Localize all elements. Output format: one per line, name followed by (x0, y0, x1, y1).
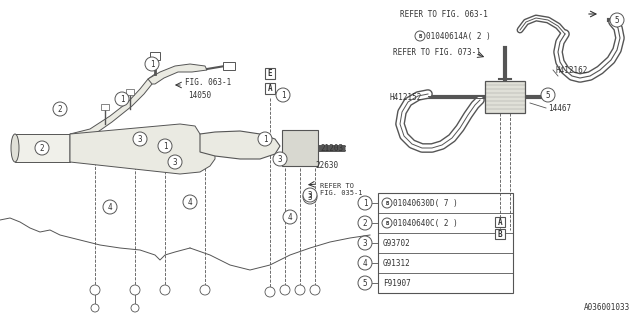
FancyBboxPatch shape (265, 83, 275, 93)
Text: E: E (268, 68, 272, 77)
Circle shape (258, 132, 272, 146)
Text: 1: 1 (150, 60, 154, 68)
Circle shape (265, 287, 275, 297)
Text: 14050: 14050 (188, 91, 211, 100)
Circle shape (358, 276, 372, 290)
Text: 01040614A( 2 ): 01040614A( 2 ) (426, 31, 491, 41)
Text: 4: 4 (108, 203, 112, 212)
Circle shape (133, 132, 147, 146)
Text: 2: 2 (363, 219, 367, 228)
FancyBboxPatch shape (101, 104, 109, 110)
Circle shape (283, 210, 297, 224)
Text: A036001033: A036001033 (584, 303, 630, 312)
Circle shape (115, 92, 129, 106)
Text: B: B (385, 220, 388, 226)
Circle shape (280, 285, 290, 295)
Circle shape (358, 236, 372, 250)
FancyBboxPatch shape (495, 217, 505, 227)
Text: 4: 4 (363, 259, 367, 268)
Circle shape (276, 88, 290, 102)
Text: H412162: H412162 (555, 66, 588, 75)
Text: B: B (385, 201, 388, 205)
Circle shape (130, 285, 140, 295)
Circle shape (53, 102, 67, 116)
Circle shape (382, 198, 392, 208)
Circle shape (415, 31, 425, 41)
Circle shape (168, 155, 182, 169)
Text: 2: 2 (58, 105, 62, 114)
Text: B: B (419, 34, 422, 38)
Text: 1: 1 (262, 134, 268, 143)
Text: 3: 3 (308, 193, 312, 202)
Circle shape (295, 285, 305, 295)
Text: A: A (268, 84, 272, 92)
Circle shape (91, 304, 99, 312)
Circle shape (158, 139, 172, 153)
FancyBboxPatch shape (378, 193, 513, 293)
Text: 3: 3 (138, 134, 142, 143)
Circle shape (35, 141, 49, 155)
Text: 5: 5 (546, 91, 550, 100)
Text: 4: 4 (188, 197, 192, 206)
Text: 01040630D( 7 ): 01040630D( 7 ) (393, 198, 458, 207)
Text: 01040640C( 2 ): 01040640C( 2 ) (393, 219, 458, 228)
Text: F91907: F91907 (383, 278, 411, 287)
Text: 1: 1 (281, 91, 285, 100)
Circle shape (145, 57, 159, 71)
Text: H412152: H412152 (390, 92, 422, 101)
Text: 5: 5 (363, 278, 367, 287)
Text: 1: 1 (163, 141, 167, 150)
Circle shape (160, 285, 170, 295)
Circle shape (310, 285, 320, 295)
Circle shape (382, 218, 392, 228)
FancyBboxPatch shape (15, 134, 70, 162)
Circle shape (358, 256, 372, 270)
Circle shape (273, 152, 287, 166)
Text: 21203: 21203 (320, 143, 343, 153)
Text: 2: 2 (40, 143, 44, 153)
Circle shape (541, 88, 555, 102)
Circle shape (303, 190, 317, 204)
Text: REFER TO FIG. 063-1: REFER TO FIG. 063-1 (400, 10, 488, 19)
Text: 3: 3 (363, 238, 367, 247)
FancyBboxPatch shape (265, 68, 275, 78)
FancyBboxPatch shape (485, 81, 525, 113)
Text: G93702: G93702 (383, 238, 411, 247)
Text: 5: 5 (614, 15, 620, 25)
Ellipse shape (11, 134, 19, 162)
Text: 3: 3 (173, 157, 177, 166)
Text: A: A (498, 218, 502, 227)
Text: 14467: 14467 (548, 103, 571, 113)
Circle shape (103, 200, 117, 214)
Text: 3: 3 (308, 190, 312, 199)
Circle shape (131, 304, 139, 312)
Circle shape (183, 195, 197, 209)
FancyBboxPatch shape (223, 62, 235, 70)
Circle shape (303, 188, 317, 202)
FancyBboxPatch shape (495, 229, 505, 239)
Text: 22630: 22630 (315, 161, 338, 170)
Polygon shape (200, 131, 280, 159)
Text: 4: 4 (288, 212, 292, 221)
Text: G91312: G91312 (383, 259, 411, 268)
Text: B: B (498, 229, 502, 238)
FancyBboxPatch shape (282, 130, 318, 166)
Polygon shape (70, 74, 158, 162)
Text: 1: 1 (363, 198, 367, 207)
Circle shape (610, 13, 624, 27)
Polygon shape (70, 124, 215, 174)
Polygon shape (148, 64, 207, 84)
Text: REFER TO
FIG. 035-1: REFER TO FIG. 035-1 (320, 183, 362, 196)
FancyBboxPatch shape (150, 52, 160, 60)
Text: 1: 1 (120, 94, 124, 103)
Text: REFER TO FIG. 073-1: REFER TO FIG. 073-1 (393, 47, 481, 57)
Circle shape (358, 196, 372, 210)
Text: 3: 3 (278, 155, 282, 164)
Text: FIG. 063-1: FIG. 063-1 (185, 77, 231, 86)
Circle shape (200, 285, 210, 295)
FancyBboxPatch shape (126, 89, 134, 95)
Circle shape (90, 285, 100, 295)
Circle shape (358, 216, 372, 230)
